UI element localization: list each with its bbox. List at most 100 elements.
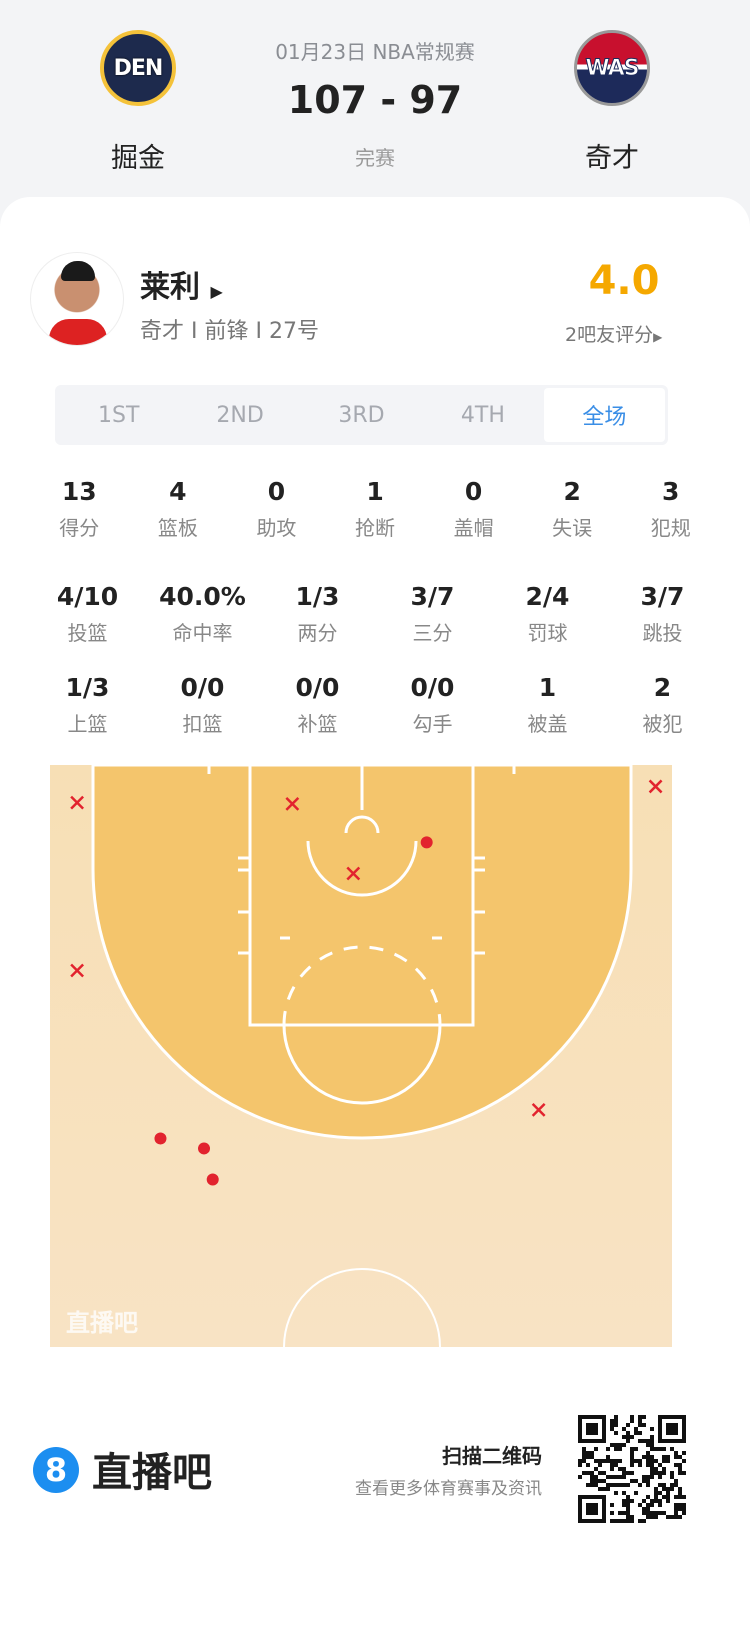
caret-right-icon: ▶ — [210, 282, 223, 301]
stat-cell: 40.0% 命中率 — [145, 582, 260, 646]
free-throw-circle-top — [282, 945, 442, 1026]
missed-shot-marker — [285, 796, 300, 811]
stat-cell: 0/0 扣篮 — [145, 673, 260, 737]
stat-value: 40.0% — [159, 582, 246, 611]
stat-value: 1/3 — [65, 673, 110, 702]
stat-value: 2 — [653, 673, 672, 702]
stat-value: 1 — [366, 477, 384, 506]
stat-label: 被犯 — [642, 712, 683, 736]
den-team-logo[interactable]: DEN — [100, 30, 176, 106]
stat-label: 犯规 — [650, 516, 691, 540]
stat-cell: 13 得分 — [30, 477, 129, 541]
stat-cell: 1 被盖 — [490, 673, 605, 737]
stat-value: 0/0 — [410, 673, 455, 702]
stat-label: 上篮 — [67, 712, 108, 736]
stat-label: 被盖 — [527, 712, 568, 736]
made-shot-marker — [154, 1132, 167, 1145]
period-tabs: 1ST 2ND 3RD 4TH 全场 — [55, 385, 668, 445]
lane-hash-marks — [207, 765, 516, 955]
match-status: 完赛 — [355, 146, 395, 170]
stat-cell: 3 犯规 — [621, 477, 720, 541]
missed-shot-marker — [70, 963, 85, 978]
stats-row-shooting: 4/10 投篮 40.0% 命中率 1/3 两分 3/7 三分 2/4 罚球 3/7 跳投 — [30, 582, 720, 646]
was-team-logo[interactable]: WAS — [574, 30, 650, 106]
stat-label: 盖帽 — [453, 516, 494, 540]
player-rating: 4.0 — [588, 258, 660, 304]
stat-value: 0 — [464, 477, 483, 506]
court-watermark: 直播吧 — [66, 1309, 138, 1337]
stat-cell: 0 盖帽 — [424, 477, 523, 541]
stat-cell: 3/7 三分 — [375, 582, 490, 646]
stat-cell: 1 抢断 — [326, 477, 425, 541]
stat-value: 1/3 — [295, 582, 340, 611]
tab-2nd[interactable]: 2ND — [216, 402, 264, 428]
stats-row-basic: 13 得分 4 篮板 0 助攻 1 抢断 0 盖帽 2 失误 3 犯规 — [30, 477, 720, 541]
caret-right-icon: ▶ — [653, 330, 663, 344]
made-shot-marker — [198, 1142, 211, 1155]
made-shot-marker — [206, 1173, 219, 1186]
stat-cell: 4/10 投篮 — [30, 582, 145, 646]
missed-shot-marker — [346, 866, 361, 881]
match-date-league: 01月23日 NBA常规赛 — [275, 40, 475, 64]
missed-shot-marker — [70, 795, 85, 810]
home-team-name[interactable]: 掘金 — [111, 143, 165, 174]
stat-cell: 2/4 罚球 — [490, 582, 605, 646]
stat-label: 勾手 — [412, 712, 453, 736]
restricted-area-arc — [306, 840, 418, 897]
stat-cell: 2 失误 — [523, 477, 622, 541]
stat-label: 补篮 — [297, 712, 338, 736]
den-logo-text: DEN — [113, 55, 164, 81]
stat-cell: 1/3 上篮 — [30, 673, 145, 737]
free-throw-circle-bottom — [282, 1024, 442, 1105]
shot-chart: 直播吧 — [50, 765, 672, 1347]
brand-name: 直播吧 — [92, 1450, 212, 1496]
tab-full-game[interactable]: 全场 — [543, 388, 666, 442]
stat-value: 3/7 — [410, 582, 455, 611]
three-point-area — [91, 765, 633, 1140]
player-info: 奇才 I 前锋 I 27号 — [140, 319, 319, 344]
center-circle — [283, 1268, 441, 1347]
stat-cell: 4 篮板 — [129, 477, 228, 541]
missed-shot-marker — [648, 779, 663, 794]
rating-link[interactable]: 2吧友评分▶ — [565, 320, 662, 347]
tab-3rd[interactable]: 3RD — [338, 402, 385, 428]
scan-qr-subtitle: 查看更多体育赛事及资讯 — [355, 1479, 542, 1499]
player-avatar[interactable] — [30, 252, 124, 346]
stat-label: 抢断 — [355, 516, 396, 540]
missed-shot-marker — [531, 1102, 546, 1117]
stat-label: 命中率 — [172, 621, 233, 645]
stat-label: 篮板 — [157, 516, 198, 540]
stat-label: 扣篮 — [182, 712, 223, 736]
tab-4th[interactable]: 4TH — [460, 402, 505, 428]
away-team-name[interactable]: 奇才 — [585, 143, 639, 174]
lane — [248, 765, 475, 1027]
qr-code-icon[interactable] — [578, 1415, 686, 1523]
stat-label: 助攻 — [256, 516, 297, 540]
match-score: 107 - 97 — [287, 78, 463, 122]
stat-value: 4/10 — [56, 582, 119, 611]
stat-label: 两分 — [297, 621, 338, 645]
player-name-link[interactable]: 莱利 ▶ — [140, 262, 223, 306]
rating-label: 2吧友评分 — [565, 324, 654, 346]
stat-cell: 3/7 跳投 — [605, 582, 720, 646]
stat-value: 0 — [267, 477, 286, 506]
stat-value: 3 — [662, 477, 680, 506]
stat-cell: 0/0 补篮 — [260, 673, 375, 737]
stat-value: 1 — [538, 673, 557, 702]
stat-label: 失误 — [552, 516, 593, 540]
stat-value: 4 — [169, 477, 187, 506]
stat-value: 0/0 — [295, 673, 340, 702]
stat-label: 跳投 — [642, 621, 683, 645]
stat-cell: 0/0 勾手 — [375, 673, 490, 737]
stat-value: 0/0 — [180, 673, 225, 702]
stat-cell: 1/3 两分 — [260, 582, 375, 646]
stats-row-shot-types: 1/3 上篮 0/0 扣篮 0/0 补篮 0/0 勾手 1 被盖 2 被犯 — [30, 673, 720, 737]
player-name: 莱利 — [140, 270, 200, 305]
stat-value: 13 — [61, 477, 97, 506]
stat-label: 投篮 — [67, 621, 108, 645]
stat-value: 3/7 — [640, 582, 685, 611]
stat-label: 得分 — [59, 516, 100, 540]
stat-cell: 2 被犯 — [605, 673, 720, 737]
was-logo-text: WAS — [585, 55, 640, 81]
tab-1st[interactable]: 1ST — [98, 402, 140, 428]
